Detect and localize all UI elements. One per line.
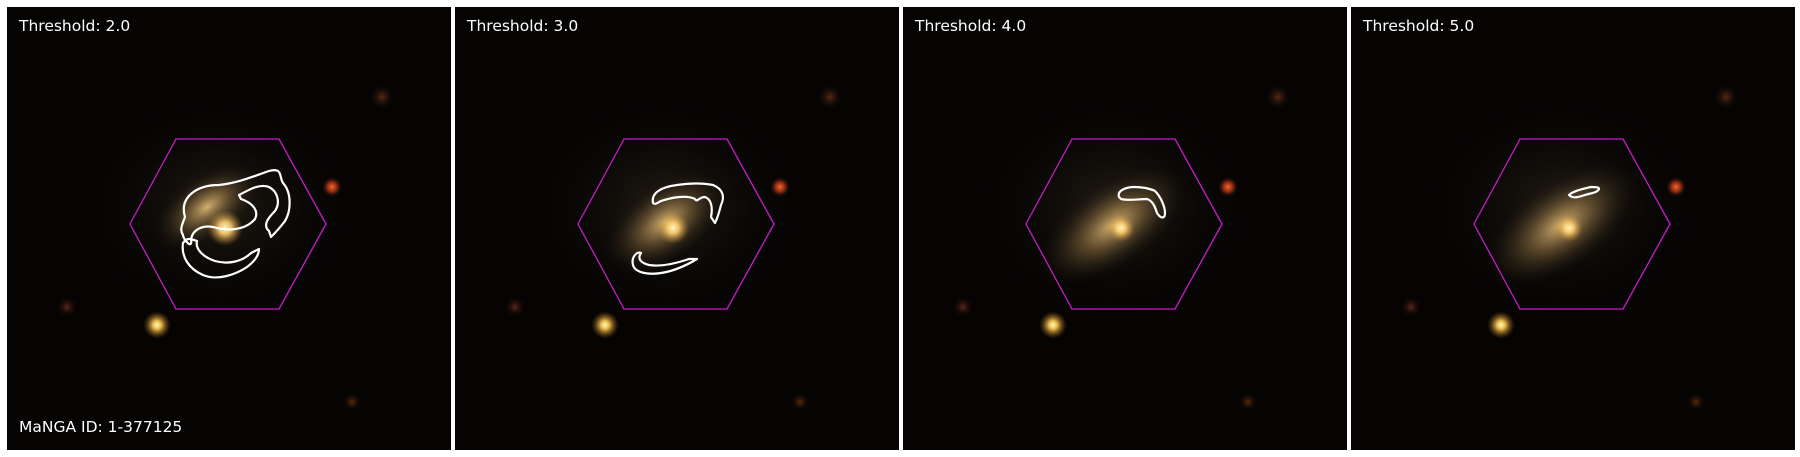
threshold-label: Threshold: 3.0 bbox=[467, 17, 579, 35]
faint-source bbox=[791, 393, 809, 411]
bright-star bbox=[1487, 311, 1515, 339]
faint-source bbox=[1266, 85, 1290, 109]
threshold-label: Threshold: 2.0 bbox=[19, 17, 131, 35]
galaxy-core bbox=[1107, 214, 1135, 242]
galaxy-panel-threshold-5: Threshold: 5.0 bbox=[1351, 7, 1795, 450]
faint-source bbox=[57, 297, 77, 317]
faint-source bbox=[370, 85, 394, 109]
red-source bbox=[322, 177, 342, 197]
faint-source bbox=[1687, 393, 1705, 411]
red-source bbox=[1666, 177, 1686, 197]
contour-outline-icon bbox=[1567, 185, 1601, 199]
galaxy-image bbox=[903, 7, 1347, 450]
red-source bbox=[1218, 177, 1238, 197]
galaxy-image bbox=[1351, 7, 1795, 450]
galaxy-panel-threshold-4: Threshold: 4.0 bbox=[903, 7, 1347, 450]
bright-star bbox=[143, 311, 171, 339]
ifu-hexagon bbox=[1473, 138, 1671, 310]
ifu-hexagon bbox=[577, 138, 775, 310]
faint-source bbox=[343, 393, 361, 411]
galaxy-panel-threshold-3: Threshold: 3.0 bbox=[455, 7, 899, 450]
contour-outline-icon bbox=[1117, 185, 1167, 219]
galaxy-core bbox=[657, 212, 689, 244]
galaxy-core bbox=[1555, 214, 1583, 242]
manga-id-label: MaNGA ID: 1-377125 bbox=[19, 418, 183, 436]
faint-source bbox=[953, 297, 973, 317]
faint-source bbox=[1239, 393, 1257, 411]
threshold-label: Threshold: 4.0 bbox=[915, 17, 1027, 35]
red-source bbox=[770, 177, 790, 197]
galaxy-panel-threshold-2: Threshold: 2.0 MaNGA ID: 1-377125 bbox=[7, 7, 451, 450]
faint-source bbox=[1401, 297, 1421, 317]
galaxy-image bbox=[455, 7, 899, 450]
galaxy-core bbox=[207, 210, 243, 246]
bright-star bbox=[1039, 311, 1067, 339]
ifu-hexagon bbox=[1025, 138, 1223, 310]
galaxy-image bbox=[7, 7, 451, 450]
ifu-hexagon bbox=[129, 138, 327, 310]
contour-outline-icon bbox=[631, 182, 724, 275]
faint-source bbox=[1714, 85, 1738, 109]
bright-star bbox=[591, 311, 619, 339]
threshold-label: Threshold: 5.0 bbox=[1363, 17, 1475, 35]
contour-outline-icon bbox=[180, 169, 291, 279]
faint-source bbox=[818, 85, 842, 109]
faint-source bbox=[505, 297, 525, 317]
